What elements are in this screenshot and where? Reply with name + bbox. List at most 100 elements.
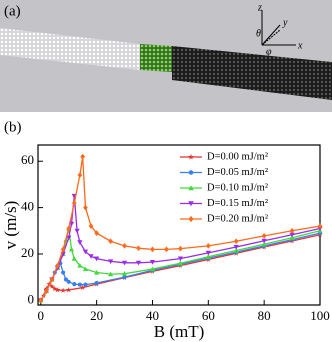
marker: [233, 247, 239, 253]
marker: [188, 201, 194, 207]
panel-label: (a): [4, 3, 21, 19]
marker: [178, 245, 183, 252]
marker: [150, 246, 155, 253]
marker: [205, 250, 211, 256]
marker: [107, 271, 114, 277]
series-line: [40, 156, 321, 301]
marker: [149, 260, 156, 265]
panel-label: (b): [4, 119, 22, 135]
marker: [188, 153, 194, 160]
marker: [317, 223, 323, 230]
marker: [122, 275, 127, 280]
y-tick-label: 60: [21, 152, 34, 167]
marker: [49, 276, 55, 283]
marker: [77, 172, 83, 179]
marker: [66, 279, 71, 284]
marker: [60, 246, 66, 253]
marker: [177, 260, 183, 266]
y-axis-label: v (m/s): [1, 201, 20, 250]
marker: [68, 246, 75, 252]
marker: [66, 225, 72, 232]
panel-a: (a) z y x θ φ: [0, 0, 332, 112]
marker: [121, 271, 128, 276]
marker: [149, 266, 156, 272]
marker: [72, 282, 77, 287]
marker: [233, 244, 239, 250]
marker: [74, 228, 80, 234]
marker: [135, 260, 142, 266]
y-tick-label: 40: [21, 199, 34, 214]
marker: [107, 259, 114, 265]
marker: [164, 246, 169, 253]
marker: [136, 245, 141, 252]
legend-label: D=0.20 mJ/m²: [207, 213, 268, 224]
marker: [55, 262, 60, 269]
y-tick-label: 0: [28, 291, 35, 306]
marker: [83, 282, 88, 287]
x-tick-label: 0: [38, 308, 45, 323]
black-domain: [172, 46, 332, 100]
x-tick-label: 100: [310, 308, 330, 323]
marker: [88, 254, 94, 259]
marker: [108, 238, 113, 245]
legend-label: D=0.05 mJ/m²: [207, 167, 268, 178]
marker: [289, 235, 295, 240]
marker: [289, 232, 295, 238]
marker: [38, 297, 44, 304]
x-axis-label: B (mT): [154, 322, 205, 341]
marker: [121, 260, 128, 266]
x-tick-label: 60: [202, 308, 215, 323]
marker: [60, 287, 66, 293]
marker: [44, 288, 49, 294]
marker: [205, 254, 211, 259]
axis-letter: x: [297, 40, 303, 51]
marker: [261, 233, 267, 239]
x-tick-label: 20: [90, 308, 103, 323]
marker: [66, 235, 72, 241]
marker: [63, 277, 69, 282]
marker: [71, 200, 77, 206]
marker: [71, 256, 77, 261]
axis-letter: y: [282, 17, 288, 28]
marker: [188, 215, 194, 223]
marker: [77, 240, 83, 245]
legend-label: D=0.15 mJ/m²: [207, 198, 268, 209]
marker: [88, 223, 94, 230]
marker: [94, 256, 100, 262]
marker: [94, 230, 99, 236]
angle-letter: φ: [266, 46, 272, 57]
marker: [54, 287, 61, 293]
x-tick-label: 40: [146, 308, 159, 323]
marker: [83, 204, 88, 211]
marker: [289, 227, 295, 234]
legend-label: D=0.10 mJ/m²: [207, 182, 268, 193]
marker: [77, 282, 82, 287]
marker: [94, 280, 99, 286]
white-domain: [0, 28, 140, 70]
coordinate-triad: [261, 10, 296, 46]
wall-region: [140, 44, 172, 72]
marker: [122, 243, 127, 249]
marker: [205, 243, 211, 249]
marker: [82, 249, 89, 255]
marker: [233, 238, 239, 245]
marker: [188, 170, 194, 175]
marker: [61, 270, 66, 275]
marker: [188, 185, 194, 191]
marker: [52, 285, 58, 292]
marker: [261, 238, 267, 244]
marker: [82, 266, 89, 272]
x-tick-label: 80: [258, 308, 271, 323]
marker: [80, 153, 86, 160]
angle-letter: θ: [256, 28, 261, 39]
marker: [94, 269, 100, 275]
marker: [261, 241, 267, 247]
marker: [177, 256, 183, 262]
marker: [65, 287, 72, 293]
marker: [49, 283, 55, 289]
marker: [77, 262, 83, 268]
marker: [79, 284, 86, 290]
